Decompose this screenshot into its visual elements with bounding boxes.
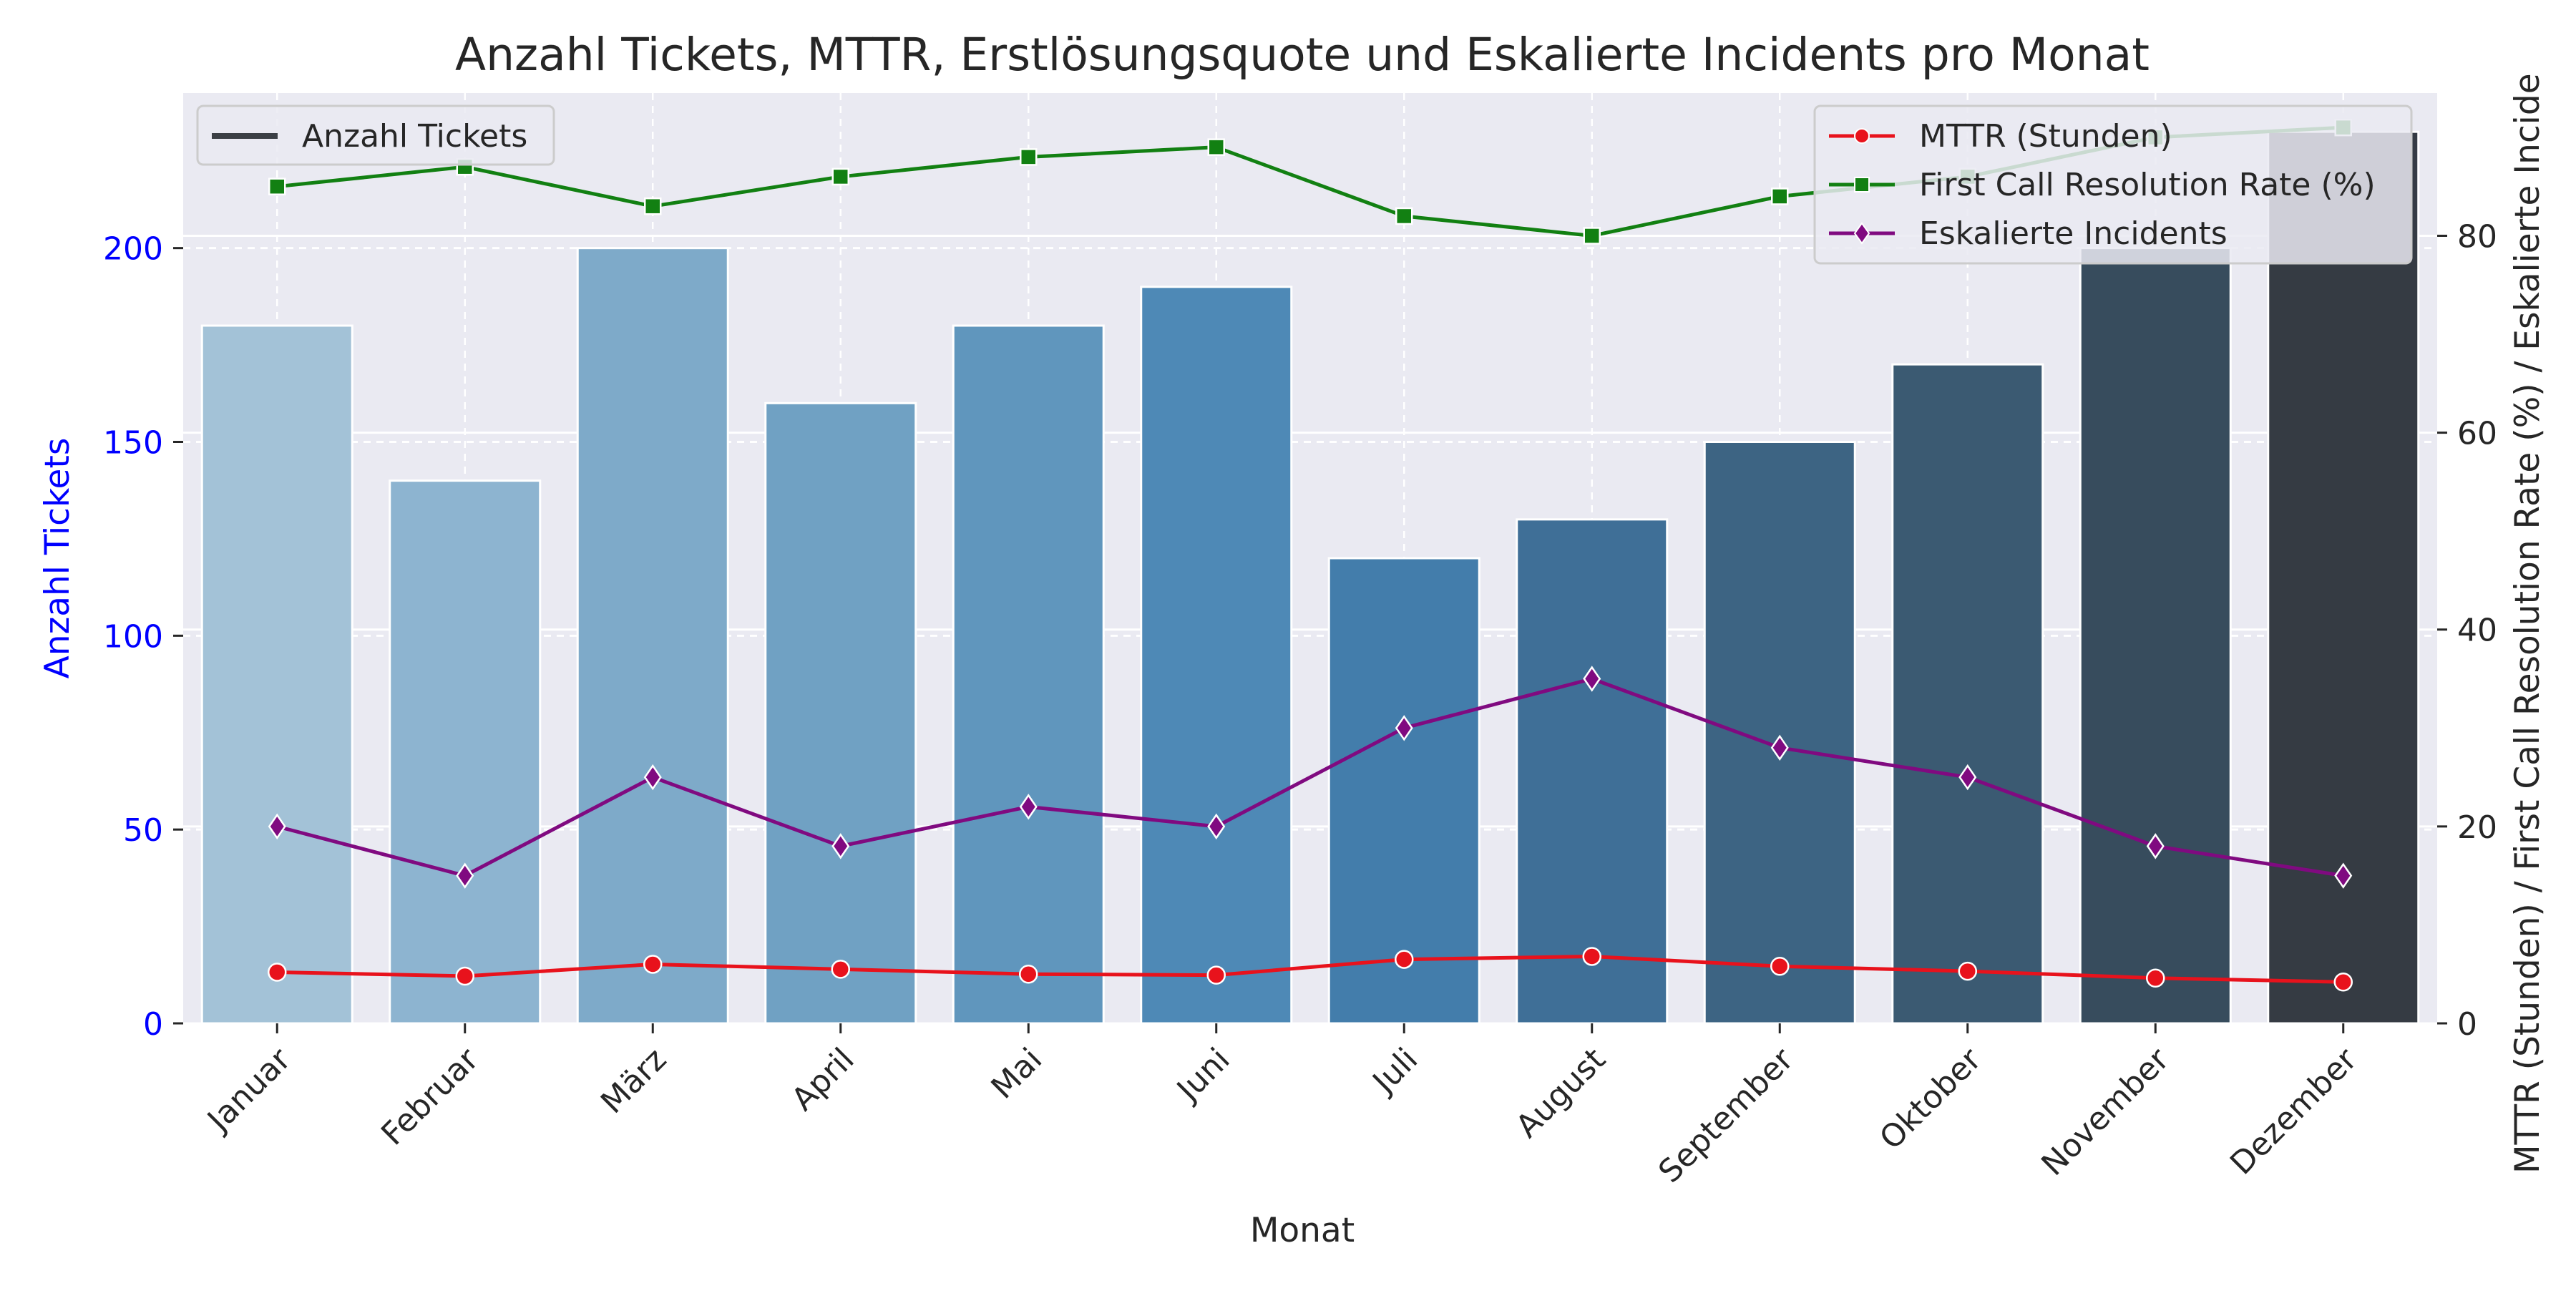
y-left-tick-label: 200 [103, 231, 163, 268]
bar [764, 401, 917, 1025]
legend-mttr-label: MTTR (Stunden) [1919, 118, 2172, 155]
data-point [1582, 947, 1601, 966]
legend-left: Anzahl Tickets [196, 104, 555, 166]
lines [268, 118, 2353, 992]
data-point [2334, 862, 2353, 889]
data-point [1207, 813, 1226, 840]
y-right-tick-label: 40 [2457, 613, 2497, 649]
legend-fcr-marker [1854, 177, 1870, 193]
data-point [1019, 964, 1038, 984]
y-axis-right-label: MTTR (Stunden) / First Call Resolution R… [2508, 73, 2547, 1174]
y-right-tick-label: 80 [2457, 218, 2497, 255]
data-point [831, 833, 850, 859]
bar [1891, 363, 2044, 1025]
data-point [268, 963, 287, 982]
bar [389, 479, 542, 1025]
data-point [1771, 187, 1789, 205]
data-point [1770, 956, 1790, 976]
data-point [831, 960, 850, 979]
bar [200, 324, 353, 1025]
y-left-tick-label: 0 [143, 1006, 163, 1043]
data-point [1395, 950, 1414, 969]
legend-mttr-marker [1854, 128, 1870, 144]
y-left-tick-label: 100 [103, 618, 163, 655]
bar [576, 247, 729, 1025]
data-point [2146, 968, 2165, 988]
bar [1516, 518, 1669, 1025]
series-line [277, 954, 2343, 984]
data-point [831, 167, 849, 186]
bars [200, 130, 2420, 1025]
y-axis-left-label: Anzahl Tickets [38, 438, 77, 679]
data-point [2146, 833, 2165, 859]
data-point [643, 764, 662, 791]
y-left-tick-label: 50 [123, 812, 163, 849]
bar [2079, 247, 2232, 1025]
chart-title: Anzahl Tickets, MTTR, Erstlösungsquote u… [455, 29, 2150, 81]
legend-escalated-label: Eskalierte Incidents [1919, 215, 2228, 252]
legend-escalated-marker [1853, 222, 1870, 245]
data-point [1395, 207, 1413, 225]
data-point [1770, 734, 1789, 761]
series-line [276, 677, 2344, 878]
y-right-tick-label: 20 [2457, 809, 2497, 846]
data-point [1206, 965, 1226, 985]
data-point [1395, 715, 1413, 741]
data-point [644, 197, 662, 215]
legend-fcr-label: First Call Resolution Rate (%) [1919, 167, 2376, 203]
data-point [1958, 764, 1977, 791]
data-point [268, 177, 286, 195]
bar [1140, 286, 1293, 1025]
data-point [1207, 138, 1225, 156]
bar [952, 324, 1105, 1025]
data-point [1583, 227, 1601, 245]
bar [1703, 441, 1856, 1025]
y-right-tick-label: 0 [2457, 1006, 2477, 1043]
legend-bars-label: Anzahl Tickets [302, 118, 527, 155]
data-point [2333, 972, 2353, 992]
data-point [643, 955, 663, 974]
data-point [1020, 148, 1038, 166]
data-point [455, 966, 474, 986]
data-point [268, 813, 286, 840]
data-point [1583, 666, 1601, 692]
y-left-tick-label: 150 [103, 425, 163, 462]
legend-right: MTTR (Stunden) First Call Resolution Rat… [1813, 104, 2413, 265]
data-point [1019, 794, 1038, 820]
bar [2267, 130, 2420, 1025]
bar [1327, 557, 1480, 1025]
y-right-tick-label: 60 [2457, 416, 2497, 452]
x-axis-label: Monat [1250, 1211, 1355, 1250]
data-point [456, 862, 474, 889]
data-point [1958, 961, 1977, 981]
